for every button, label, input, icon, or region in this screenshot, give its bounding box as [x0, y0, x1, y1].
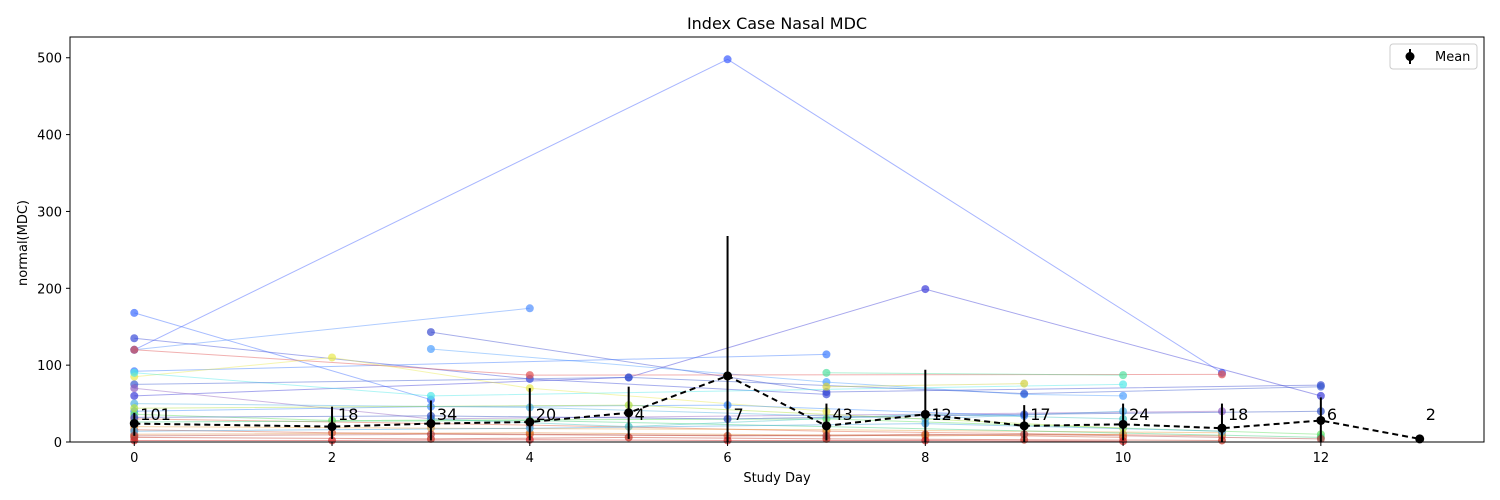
mean-point — [1316, 415, 1326, 425]
count-label: 17 — [1030, 405, 1050, 424]
subject-point — [426, 391, 435, 400]
y-tick-label: 100 — [37, 359, 62, 374]
subject-point — [1316, 382, 1325, 391]
subject-line — [134, 439, 1124, 442]
subject-point — [822, 368, 831, 377]
subject-point — [921, 285, 930, 294]
subject-point — [328, 353, 337, 362]
count-label: 20 — [536, 405, 556, 424]
plot-area: 101 18 34 20 4 7 43 12 17 24 18 6 2 — [129, 55, 1436, 446]
legend: Mean — [1389, 43, 1478, 70]
mean-point — [1118, 419, 1128, 429]
subject-line — [134, 356, 827, 412]
subject-point — [1217, 370, 1226, 379]
x-tick-label: 6 — [723, 451, 731, 466]
count-label: 7 — [734, 405, 744, 424]
mean-point — [327, 422, 337, 432]
mean-point — [426, 419, 436, 429]
x-axis-label: Study Day — [743, 471, 811, 486]
subject-point — [426, 328, 435, 337]
count-label: 101 — [140, 405, 171, 424]
mean-layer — [129, 236, 1425, 444]
mean-point — [129, 419, 139, 429]
subject-line — [134, 288, 1321, 397]
subject-point — [822, 382, 831, 391]
mean-point — [821, 421, 831, 431]
plot-frame — [69, 36, 1485, 443]
subject-series-10 — [822, 368, 1128, 380]
mean-point — [1019, 421, 1029, 431]
subject-line — [134, 307, 530, 351]
subject-point — [624, 373, 633, 382]
count-label: 6 — [1327, 405, 1337, 424]
count-labels: 101 18 34 20 4 7 43 12 17 24 18 6 2 — [140, 405, 1436, 424]
count-label: 18 — [338, 405, 358, 424]
x-tick-label: 0 — [130, 451, 138, 466]
subject-point — [525, 371, 534, 380]
subject-point — [822, 390, 831, 399]
chart-title: Index Case Nasal MDC — [687, 14, 867, 33]
count-label: 12 — [931, 405, 951, 424]
x-tick-label: 8 — [921, 451, 929, 466]
subject-point — [1316, 391, 1325, 400]
subject-point — [1119, 371, 1128, 380]
subject-point — [130, 404, 139, 413]
legend-box — [1389, 43, 1478, 70]
subject-point — [130, 334, 139, 343]
x-tick-label: 2 — [328, 451, 336, 466]
subject-line — [134, 404, 1025, 417]
subject-point — [1020, 389, 1029, 398]
y-tick-label: 0 — [54, 436, 62, 451]
subject-point — [130, 384, 139, 393]
x-tick-label: 12 — [1313, 451, 1330, 466]
mean-point — [525, 417, 535, 427]
y-tick-label: 500 — [37, 52, 62, 67]
mean-point — [624, 408, 634, 418]
subject-point — [822, 350, 831, 359]
subject-line — [134, 353, 827, 372]
x-axis-ticks: 0 2 4 6 8 10 12 — [130, 442, 1329, 466]
mean-point — [920, 409, 930, 419]
subject-line — [826, 372, 1124, 376]
count-label: 43 — [832, 405, 852, 424]
mean-point — [1217, 423, 1227, 433]
legend-label-mean: Mean — [1435, 50, 1470, 65]
subject-point — [525, 304, 534, 313]
x-tick-label: 10 — [1115, 451, 1132, 466]
subject-point — [1020, 379, 1029, 388]
y-tick-label: 400 — [37, 129, 62, 144]
subject-line — [134, 312, 432, 401]
y-tick-label: 300 — [37, 205, 62, 220]
subject-point — [130, 368, 139, 377]
subject-series-11 — [130, 368, 1128, 400]
count-label: 2 — [1426, 405, 1436, 424]
y-axis-label: normal(MDC) — [16, 200, 31, 286]
subject-series-8 — [130, 345, 1226, 380]
subject-point — [130, 308, 139, 317]
subject-point — [1119, 391, 1128, 400]
subject-point — [130, 345, 139, 354]
x-tick-label: 4 — [526, 451, 534, 466]
subject-point — [723, 55, 732, 64]
count-label: 34 — [437, 405, 457, 424]
mean-point — [723, 371, 733, 381]
count-label: 18 — [1228, 405, 1248, 424]
subject-line — [134, 413, 1321, 435]
count-label: 24 — [1129, 405, 1149, 424]
subject-point — [1119, 437, 1128, 446]
y-tick-label: 200 — [37, 282, 62, 297]
legend-marker-glyph — [1405, 52, 1415, 61]
count-label: 4 — [635, 405, 645, 424]
subject-point — [130, 391, 139, 400]
y-axis-ticks: 0 100 200 300 400 500 — [37, 52, 70, 451]
subject-point — [1119, 380, 1128, 389]
mean-point — [1415, 434, 1425, 444]
subject-point — [426, 345, 435, 354]
